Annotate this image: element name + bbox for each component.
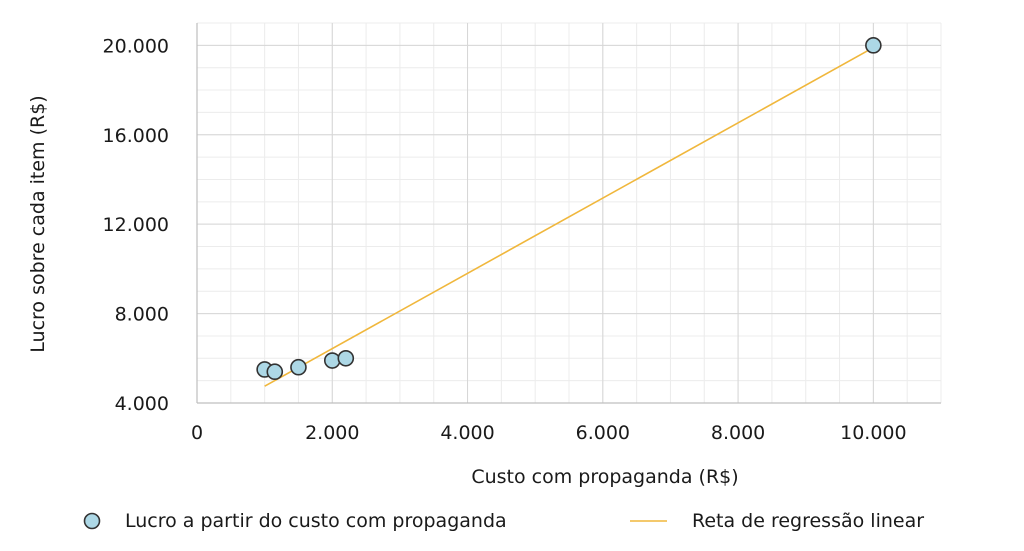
y-tick-label: 20.000 <box>103 35 169 57</box>
x-tick-label: 10.000 <box>840 422 906 444</box>
x-tick-label: 0 <box>191 422 203 444</box>
legend-marker-scatter <box>83 512 101 530</box>
series-points <box>256 37 882 381</box>
x-tick-label: 6.000 <box>576 422 630 444</box>
data-point <box>337 349 355 367</box>
legend-label-scatter: Lucro a partir do custo com propaganda <box>125 510 507 532</box>
x-tick-label: 4.000 <box>440 422 494 444</box>
axes <box>196 23 941 404</box>
y-tick-label: 16.000 <box>103 125 169 147</box>
y-axis-title: Lucro sobre cada item (R$) <box>27 95 49 352</box>
regression-line <box>264 46 874 387</box>
legend-label-line: Reta de regressão linear <box>692 510 924 532</box>
data-point <box>865 37 882 54</box>
data-point <box>323 352 341 369</box>
series-lines <box>264 46 874 387</box>
grid-minor <box>196 22 942 404</box>
y-tick-label: 12.000 <box>103 214 169 236</box>
x-tick-label: 2.000 <box>305 422 359 444</box>
y-tick-label: 4.000 <box>115 393 169 415</box>
y-tick-labels: 4.000 8.000 12.000 16.000 20.000 <box>103 35 169 415</box>
data-point <box>266 363 284 381</box>
data-point <box>290 358 307 376</box>
x-tick-labels: 0 2.000 4.000 6.000 8.000 10.000 <box>191 422 907 444</box>
legend: Lucro a partir do custo com propaganda R… <box>83 510 924 532</box>
x-tick-label: 8.000 <box>711 422 765 444</box>
y-tick-label: 8.000 <box>115 304 169 326</box>
x-axis-title: Custo com propaganda (R$) <box>471 466 738 488</box>
